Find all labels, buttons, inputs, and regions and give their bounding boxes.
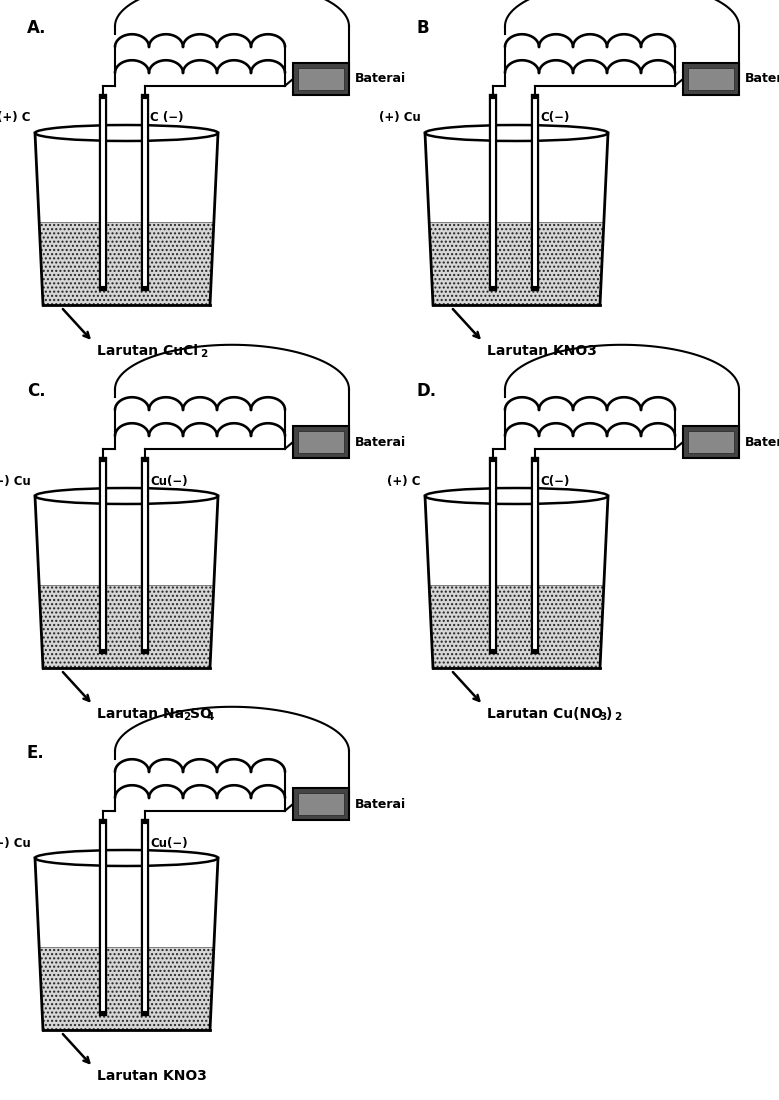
Text: Larutan KNO3: Larutan KNO3 bbox=[97, 1069, 207, 1084]
Polygon shape bbox=[39, 222, 214, 305]
Text: ): ) bbox=[605, 707, 612, 721]
Text: A.: A. bbox=[27, 19, 47, 37]
FancyBboxPatch shape bbox=[293, 788, 349, 820]
Polygon shape bbox=[429, 585, 604, 668]
Text: Cu(−): Cu(−) bbox=[150, 474, 188, 487]
FancyBboxPatch shape bbox=[683, 426, 739, 458]
Text: E.: E. bbox=[27, 744, 44, 762]
Text: C.: C. bbox=[27, 382, 46, 400]
FancyBboxPatch shape bbox=[688, 68, 734, 90]
Text: Baterai: Baterai bbox=[355, 73, 406, 86]
Text: Cu(−): Cu(−) bbox=[150, 836, 188, 849]
Text: D.: D. bbox=[417, 382, 437, 400]
Polygon shape bbox=[39, 947, 214, 1030]
Text: (+) C: (+) C bbox=[0, 111, 31, 124]
Text: 2: 2 bbox=[183, 712, 190, 722]
FancyBboxPatch shape bbox=[293, 426, 349, 458]
FancyBboxPatch shape bbox=[298, 68, 344, 90]
FancyBboxPatch shape bbox=[688, 431, 734, 453]
FancyBboxPatch shape bbox=[298, 431, 344, 453]
FancyBboxPatch shape bbox=[683, 63, 739, 95]
Polygon shape bbox=[429, 222, 604, 305]
Text: 2: 2 bbox=[200, 349, 207, 359]
Polygon shape bbox=[39, 585, 214, 668]
Text: (+) Cu: (+) Cu bbox=[0, 474, 31, 487]
Text: Larutan KNO3: Larutan KNO3 bbox=[487, 344, 597, 358]
Text: B: B bbox=[417, 19, 430, 37]
Text: C(−): C(−) bbox=[540, 111, 569, 124]
Text: (+) C: (+) C bbox=[387, 474, 421, 487]
Text: SO: SO bbox=[189, 707, 211, 721]
Text: Larutan Na: Larutan Na bbox=[97, 707, 184, 721]
Text: 4: 4 bbox=[206, 712, 214, 722]
Text: Larutan CuCl: Larutan CuCl bbox=[97, 344, 198, 358]
Text: Baterai: Baterai bbox=[745, 73, 779, 86]
Text: C(−): C(−) bbox=[540, 474, 569, 487]
Text: C (−): C (−) bbox=[150, 111, 184, 124]
Text: Larutan Cu(NO: Larutan Cu(NO bbox=[487, 707, 603, 721]
Text: (+) Cu: (+) Cu bbox=[379, 111, 421, 124]
FancyBboxPatch shape bbox=[293, 63, 349, 95]
Text: Baterai: Baterai bbox=[355, 436, 406, 449]
Text: 3: 3 bbox=[599, 712, 606, 722]
FancyBboxPatch shape bbox=[298, 793, 344, 815]
Text: Baterai: Baterai bbox=[745, 436, 779, 449]
Text: 2: 2 bbox=[614, 712, 622, 722]
Text: (+) Cu: (+) Cu bbox=[0, 836, 31, 849]
Text: Baterai: Baterai bbox=[355, 798, 406, 811]
